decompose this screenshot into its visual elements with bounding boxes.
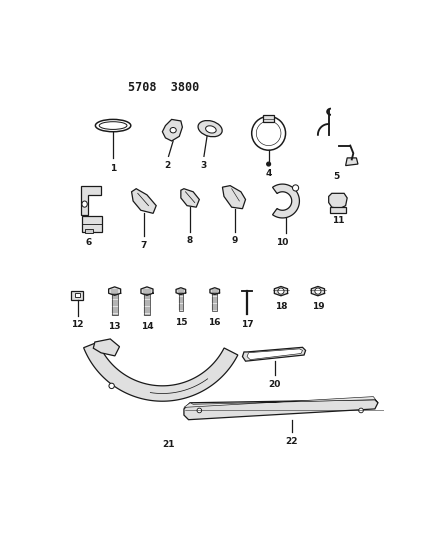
Text: 11: 11	[332, 216, 344, 225]
Bar	[144, 294, 150, 316]
Text: 12: 12	[71, 320, 84, 329]
Ellipse shape	[82, 201, 87, 207]
Text: 5: 5	[333, 172, 339, 181]
Text: 20: 20	[269, 379, 281, 389]
Text: 13: 13	[108, 321, 121, 330]
Ellipse shape	[170, 127, 176, 133]
Text: 19: 19	[312, 302, 324, 311]
Bar	[178, 293, 183, 311]
Polygon shape	[181, 189, 199, 207]
Bar	[330, 207, 346, 213]
Circle shape	[315, 288, 321, 294]
Text: 15: 15	[175, 318, 187, 327]
Text: 22: 22	[285, 437, 298, 446]
Text: 18: 18	[275, 302, 287, 311]
Text: 6: 6	[85, 238, 92, 247]
Text: 10: 10	[276, 238, 288, 247]
Ellipse shape	[292, 185, 299, 191]
Polygon shape	[162, 119, 182, 141]
Bar	[71, 291, 83, 301]
Circle shape	[359, 408, 363, 413]
Polygon shape	[273, 184, 300, 218]
Polygon shape	[93, 339, 119, 356]
Circle shape	[267, 162, 270, 166]
Text: 3: 3	[201, 161, 207, 170]
Polygon shape	[184, 400, 378, 419]
Polygon shape	[184, 397, 378, 407]
Polygon shape	[83, 342, 238, 401]
Bar	[212, 293, 217, 311]
Polygon shape	[141, 287, 153, 295]
Bar	[74, 293, 80, 297]
Text: 1: 1	[110, 164, 116, 173]
Circle shape	[278, 288, 284, 294]
Bar	[85, 229, 93, 233]
Text: 2: 2	[164, 161, 170, 170]
Polygon shape	[223, 185, 246, 209]
Bar	[82, 216, 102, 232]
Ellipse shape	[198, 120, 222, 137]
Polygon shape	[210, 288, 220, 295]
Ellipse shape	[109, 383, 114, 389]
Bar	[112, 294, 118, 316]
Polygon shape	[311, 286, 324, 296]
Polygon shape	[176, 288, 186, 295]
Text: 17: 17	[241, 320, 253, 329]
Text: 7: 7	[141, 241, 147, 250]
Text: 8: 8	[187, 237, 193, 245]
Text: 5708  3800: 5708 3800	[128, 81, 199, 94]
Polygon shape	[274, 286, 288, 296]
Polygon shape	[109, 287, 121, 295]
Polygon shape	[329, 193, 347, 209]
Polygon shape	[242, 348, 306, 361]
Text: 16: 16	[208, 318, 221, 327]
Polygon shape	[81, 185, 101, 215]
Circle shape	[197, 408, 202, 413]
Polygon shape	[131, 189, 156, 213]
Text: 9: 9	[232, 237, 238, 245]
Polygon shape	[247, 349, 303, 360]
Polygon shape	[346, 158, 358, 166]
Bar	[263, 115, 274, 123]
Text: 14: 14	[141, 321, 153, 330]
Ellipse shape	[205, 126, 216, 133]
Text: 21: 21	[162, 440, 175, 449]
Text: 4: 4	[265, 169, 272, 179]
